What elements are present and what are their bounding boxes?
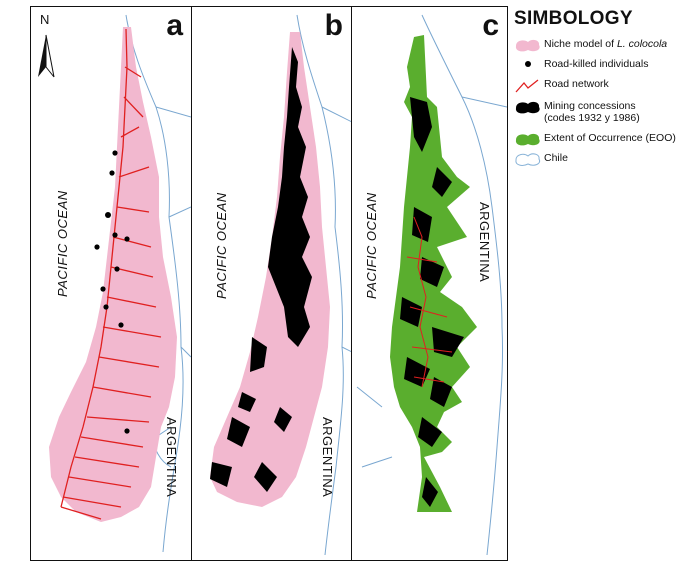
road-kill-point: [112, 232, 118, 238]
borders-b: [296, 14, 351, 556]
map-panel-b: b PACIFIC OCEAN ARGENTINA: [191, 6, 352, 561]
borders-c: [356, 14, 507, 556]
black-blob-icon: [515, 101, 540, 114]
road-kill-point: [124, 236, 130, 242]
panel-letter-a: a: [166, 9, 183, 42]
legend-label-mining: Mining concessions (codes 1932 y 1986): [544, 100, 640, 124]
road-kill-point: [94, 244, 100, 250]
panel-letter-c: c: [482, 9, 499, 42]
ocean-label-c: PACIFIC OCEAN: [364, 192, 379, 299]
legend-item-road: Road network: [512, 78, 609, 94]
legend-item-roadkill: Road-killed individuals: [512, 58, 648, 74]
black-dot-icon: [525, 61, 531, 67]
map-b-canvas: [210, 14, 351, 556]
country-label-a: ARGENTINA: [164, 417, 179, 498]
map-panel-a: N a PACIFIC OCEAN ARGENTINA: [30, 6, 192, 561]
country-label-b: ARGENTINA: [320, 417, 335, 498]
niche-area-a: [49, 27, 177, 522]
country-label-c: ARGENTINA: [477, 202, 492, 283]
mining-concessions-c: [400, 97, 464, 507]
map-a-canvas: [38, 14, 191, 553]
legend-label-niche: Niche model of L. colocola: [544, 38, 668, 50]
road-kill-point: [112, 150, 118, 156]
map-panel-c: c PACIFIC OCEAN ARGENTINA: [351, 6, 508, 561]
north-arrow-icon: [38, 34, 55, 78]
legend-title: SIMBOLOGY: [514, 8, 633, 29]
road-kill-point: [118, 322, 124, 328]
legend-label-road: Road network: [544, 78, 609, 90]
red-line-icon: [515, 79, 539, 93]
legend-item-niche: Niche model of L. colocola: [512, 38, 667, 54]
road-network-a: [60, 28, 162, 520]
legend-item-mining: Mining concessions (codes 1932 y 1986): [512, 100, 640, 124]
green-blob-icon: [515, 133, 540, 146]
legend-label-chile: Chile: [544, 152, 568, 164]
road-network-c: [406, 216, 453, 388]
road-kill-point: [109, 170, 115, 176]
pink-blob-icon: [515, 39, 540, 52]
legend-label-eoo: Extent of Occurrence (EOO): [544, 132, 676, 144]
road-kill-point: [124, 428, 130, 434]
panel-letter-b: b: [324, 9, 343, 42]
borders-a: [125, 14, 191, 553]
road-kill-point: [103, 304, 109, 310]
road-kill-point: [105, 212, 111, 218]
mining-concessions-b: [210, 47, 312, 492]
legend-item-chile: Chile: [512, 152, 568, 168]
legend: SIMBOLOGY Niche model of L. colocola Roa…: [512, 8, 694, 166]
outline-blob-icon: [515, 153, 541, 166]
map-c-canvas: [356, 14, 507, 556]
road-kill-point: [114, 266, 120, 272]
ocean-label-b: PACIFIC OCEAN: [214, 192, 229, 299]
road-kill-point: [100, 286, 106, 292]
north-label: N: [40, 12, 50, 27]
legend-label-roadkill: Road-killed individuals: [544, 58, 649, 70]
ocean-label-a: PACIFIC OCEAN: [55, 190, 70, 297]
legend-item-eoo: Extent of Occurrence (EOO): [512, 132, 676, 148]
road-killed-points-a: [94, 150, 130, 434]
